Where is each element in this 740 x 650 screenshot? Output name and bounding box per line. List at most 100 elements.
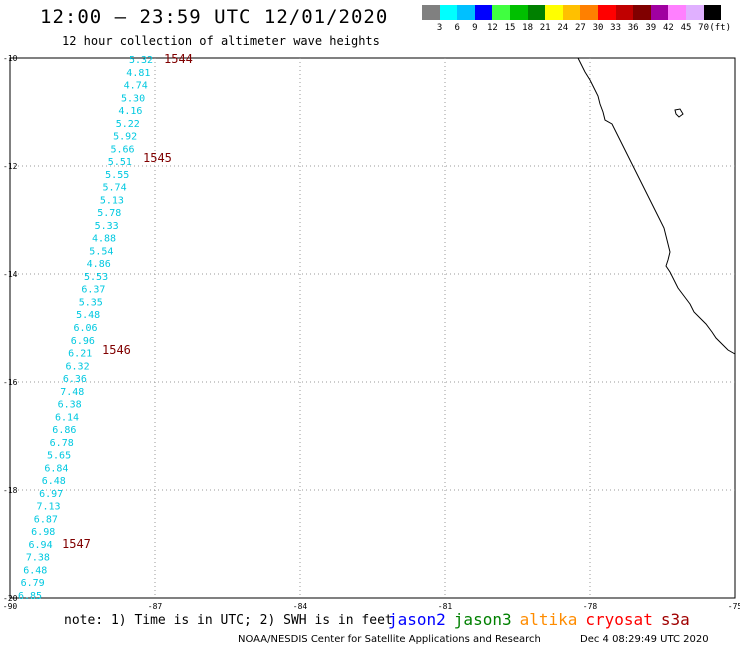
latitude-label: -10 <box>3 54 18 63</box>
south-america-coastline <box>577 57 736 355</box>
wave-height-value: 6.97 <box>39 489 63 500</box>
altimeter-track: 5.32 4.81 4.745.30 4.16 5.22 5.925.66 5.51 5.55… <box>18 55 153 602</box>
footer-note: note: 1) Time is in UTC; 2) SWH is in fe… <box>64 613 393 628</box>
color-scale-label: 45 <box>680 23 692 33</box>
wave-height-value: 6.86 <box>52 425 76 436</box>
color-swatch <box>492 5 510 20</box>
wave-height-value: 5.30 <box>121 93 145 104</box>
latitude-label: -18 <box>3 486 18 495</box>
wave-height-value: 5.54 <box>89 246 113 257</box>
color-swatch <box>527 5 546 20</box>
color-swatch <box>510 5 528 20</box>
wave-height-value: 5.51 <box>108 157 132 168</box>
color-swatch <box>422 5 440 20</box>
credit-text: NOAA/NESDIS Center for Satellite Applica… <box>238 634 541 645</box>
wave-height-value: 4.16 <box>118 106 142 117</box>
color-scale-label: 6 <box>454 23 460 33</box>
color-scale-label: 24 <box>557 23 569 33</box>
color-scale-label: 30 <box>592 23 604 33</box>
longitude-label: -90 <box>3 602 18 611</box>
longitude-label: -84 <box>293 602 308 611</box>
color-scale-label: 21 <box>539 23 551 33</box>
wave-height-value: 6.21 <box>68 349 92 360</box>
color-scale-label: 18 <box>522 23 534 33</box>
generation-timestamp: Dec 4 08:29:49 UTC 2020 <box>580 634 709 645</box>
track-time-label: 1547 <box>62 537 91 551</box>
longitude-label: -81 <box>438 602 453 611</box>
color-scale-label: 3 <box>436 23 443 33</box>
color-swatch <box>598 5 616 20</box>
mission-label: cryosat <box>585 610 653 629</box>
track-time-label: 1546 <box>102 343 131 357</box>
track-time-label: 1545 <box>143 151 172 165</box>
color-scale-label: 9 <box>472 23 478 33</box>
mission-label: s3a <box>660 610 690 629</box>
color-swatch <box>668 5 686 20</box>
map-subtitle: 12 hour collection of altimeter wave hei… <box>62 34 380 48</box>
wave-height-value: 5.22 <box>116 119 140 130</box>
color-swatch <box>545 5 563 20</box>
wave-height-value: 5.92 <box>113 132 137 143</box>
mission-label: altika <box>519 610 578 629</box>
longitude-label: -75 <box>728 602 740 611</box>
wave-height-value: 6.98 <box>31 527 55 538</box>
wave-height-value: 5.55 <box>105 170 129 181</box>
latitude-label: -16 <box>3 378 18 387</box>
color-scale-label: 39 <box>645 23 657 33</box>
color-swatch <box>703 5 722 20</box>
latitude-label: -14 <box>3 270 18 279</box>
wave-height-value: 6.85 <box>18 591 42 602</box>
wave-height-value: 6.79 <box>21 578 45 589</box>
wave-height-value: 5.33 <box>95 221 119 232</box>
mission-legend: jason2 jason3 altika cryosat s3a <box>388 610 698 629</box>
wave-height-value: 6.78 <box>50 438 74 449</box>
color-scale-unit: (ft) <box>709 23 732 33</box>
wave-height-value: 5.65 <box>47 451 71 462</box>
wave-height-value: 7.13 <box>36 502 60 513</box>
wave-height-value: 4.81 <box>126 68 150 79</box>
longitude-label: -78 <box>583 602 598 611</box>
wave-height-value: 6.37 <box>81 285 105 296</box>
wave-height-value: 5.48 <box>76 310 100 321</box>
wave-height-value: 5.66 <box>110 144 134 155</box>
color-swatch <box>615 5 634 20</box>
map-border <box>9 57 736 599</box>
latitude-label: -20 <box>3 594 18 603</box>
wave-height-value: 4.88 <box>92 234 116 245</box>
wave-height-value: 6.48 <box>23 565 47 576</box>
wave-height-value: 5.78 <box>97 208 121 219</box>
color-swatch <box>562 5 581 20</box>
wave-height-value: 6.36 <box>63 374 87 385</box>
map-title: 12:00 – 23:59 UTC 12/01/2020 <box>40 6 389 28</box>
wave-height-value: 5.13 <box>100 195 124 206</box>
color-swatch <box>686 5 704 20</box>
color-scale-label: 70 <box>698 23 710 33</box>
color-swatch <box>650 5 669 20</box>
mission-label: jason3 <box>453 610 512 629</box>
color-scale-label: 27 <box>574 23 586 33</box>
wave-height-value: 7.38 <box>26 553 50 564</box>
color-swatch <box>633 5 651 20</box>
color-swatch <box>439 5 458 20</box>
map-gridlines <box>10 58 735 598</box>
wave-height-value: 6.84 <box>44 463 68 474</box>
wave-height-value: 5.74 <box>103 183 127 194</box>
island-outline <box>674 108 684 118</box>
wave-height-value: 6.87 <box>34 514 58 525</box>
color-scale-label: 15 <box>504 23 516 33</box>
color-swatch <box>457 5 475 20</box>
color-scale-label: 42 <box>662 23 674 33</box>
wave-height-value: 4.74 <box>124 81 148 92</box>
wave-height-value: 6.32 <box>66 361 90 372</box>
wave-height-value: 4.86 <box>87 259 111 270</box>
wave-height-value: 5.32 <box>129 55 153 66</box>
latitude-labels: -10 -12 -14 -16 -18 -20 <box>3 54 18 603</box>
longitude-label: -87 <box>148 602 163 611</box>
color-scale-label: 36 <box>627 23 639 33</box>
wave-height-value: 5.53 <box>84 272 108 283</box>
wave-height-value: 6.06 <box>73 323 97 334</box>
wave-height-value: 5.35 <box>79 297 103 308</box>
track-time-labels: 1544 1545 1546 1547 <box>62 52 193 551</box>
wave-height-value: 6.14 <box>55 412 79 423</box>
